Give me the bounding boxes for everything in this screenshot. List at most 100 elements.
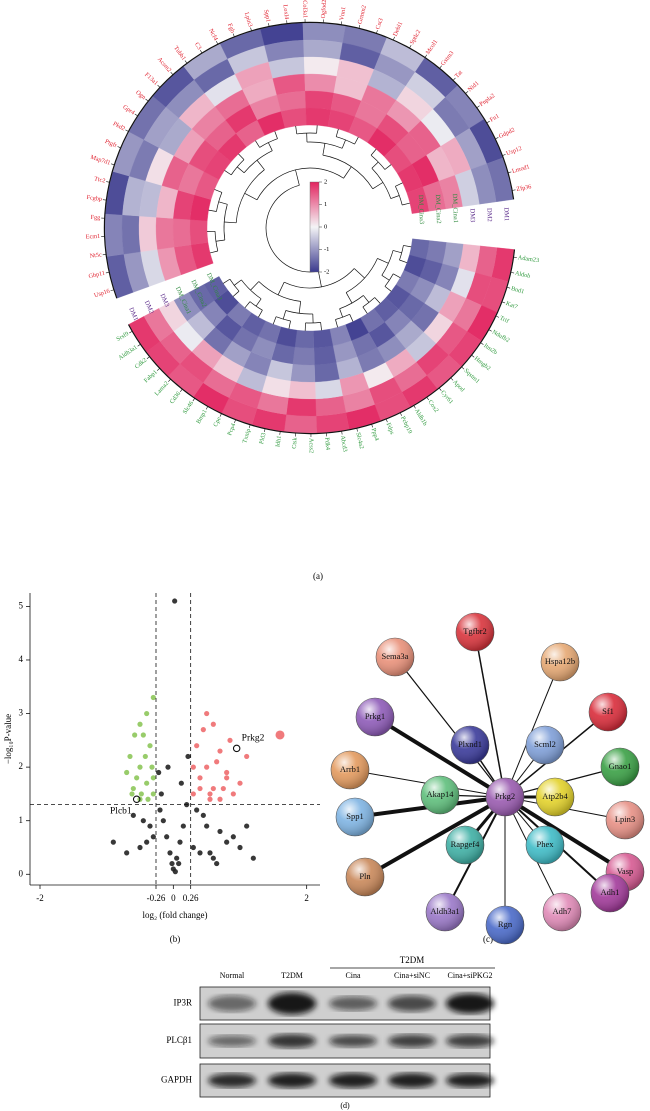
gene-label: Nt5c	[89, 251, 102, 260]
heatmap-cell	[121, 214, 141, 255]
dendrogram	[384, 286, 392, 292]
dendrogram	[343, 166, 352, 179]
gene-tick	[461, 366, 465, 370]
gene-tick	[502, 301, 506, 304]
point	[150, 791, 156, 797]
node-label: Sf1	[602, 706, 614, 716]
panel-label: (a)	[313, 571, 323, 581]
gene-tick	[409, 44, 412, 48]
node-label: Akap14	[427, 789, 455, 799]
gene-label: Spp1	[262, 9, 271, 23]
gene-tick	[129, 331, 133, 334]
band	[329, 996, 377, 1011]
column-label: DM3	[158, 293, 170, 308]
node-label: Aldh3a1	[430, 906, 459, 916]
heatmap-cell	[303, 56, 340, 77]
y-tick-label: 0	[19, 868, 24, 878]
dendrogram	[374, 297, 381, 304]
point	[150, 834, 156, 840]
heatmap-cell	[406, 186, 430, 214]
gene-label: Hmgb2	[473, 355, 492, 372]
row-label: IP3R	[173, 998, 192, 1008]
node-label: Phex	[537, 839, 555, 849]
gene-label: Ctsk	[291, 436, 299, 449]
gene-label: Col3a1	[301, 0, 308, 18]
gene-label: Loxl4	[281, 4, 290, 19]
point	[124, 850, 130, 856]
dendrogram	[288, 320, 291, 329]
heatmap-cell	[104, 213, 124, 257]
heatmap-cell	[313, 328, 334, 349]
column-label: DM_Cina3	[417, 195, 425, 224]
point	[138, 791, 144, 797]
point	[237, 780, 243, 786]
point	[144, 780, 150, 786]
gene-tick	[439, 388, 442, 391]
dendrogram	[234, 279, 242, 286]
x-tick-label: 0.26	[183, 893, 199, 903]
dendrogram	[384, 273, 394, 287]
dendrogram	[250, 281, 260, 291]
gene-tick	[400, 412, 402, 416]
gene-tick	[146, 356, 150, 360]
gene-label: Pnpla2	[478, 92, 496, 108]
gene-tick	[502, 154, 506, 156]
row-label: GAPDH	[161, 1075, 193, 1085]
point	[130, 812, 136, 818]
dendrogram	[403, 245, 412, 248]
band	[208, 995, 256, 1012]
gene-tick	[393, 36, 395, 40]
dendrogram	[277, 282, 285, 295]
gene-tick	[450, 377, 454, 381]
band	[446, 1034, 494, 1048]
point	[174, 855, 180, 861]
gene-tick	[199, 49, 203, 53]
point	[204, 823, 210, 829]
gene-label: Ogfod2	[320, 0, 328, 19]
point	[197, 775, 203, 781]
heatmap-cell	[288, 380, 316, 400]
gene-tick	[170, 71, 173, 75]
gene-label: Pdk4	[323, 437, 331, 450]
gene-tick	[488, 329, 492, 332]
panel-label: (b)	[170, 934, 181, 944]
dendrogram	[377, 258, 389, 264]
gene-tick	[356, 428, 358, 432]
point	[190, 844, 196, 851]
gene-label: Cox2	[426, 399, 439, 414]
gene-tick	[111, 163, 115, 165]
node-shine	[526, 826, 564, 864]
point	[230, 791, 236, 797]
node-label: Vasp	[617, 866, 634, 876]
gene-tick	[471, 355, 475, 358]
annotation: Prkg2	[242, 734, 265, 744]
point	[137, 844, 143, 851]
highlight-point	[132, 795, 141, 804]
gene-tick	[145, 98, 149, 102]
gene-label: Fn1	[489, 113, 501, 124]
dendrogram	[370, 154, 386, 170]
dendrogram	[244, 301, 251, 309]
gene-label: Zfp36	[516, 183, 532, 193]
gene-label: Idh1	[274, 435, 283, 447]
point	[150, 694, 156, 701]
column-label: DM3	[468, 208, 475, 222]
point	[132, 732, 138, 738]
dendrogram	[322, 143, 326, 156]
gene-label: Lama2	[153, 380, 170, 397]
node-label: Hspa12b	[545, 656, 575, 666]
column-label: DM1	[502, 207, 509, 221]
gene-label: Slc4a2	[354, 432, 365, 450]
point	[172, 598, 178, 604]
point	[145, 796, 151, 802]
dendrogram	[258, 310, 263, 318]
heatmap-cell	[305, 107, 332, 127]
heatmap-cell	[290, 363, 316, 383]
heatmap-cell	[292, 346, 315, 366]
gene-label: Acss2	[308, 438, 315, 453]
dendrogram	[272, 316, 277, 325]
point	[194, 743, 200, 749]
point	[160, 818, 166, 824]
gene-tick	[507, 287, 511, 289]
lane-label: Cina+siNC	[394, 971, 430, 980]
